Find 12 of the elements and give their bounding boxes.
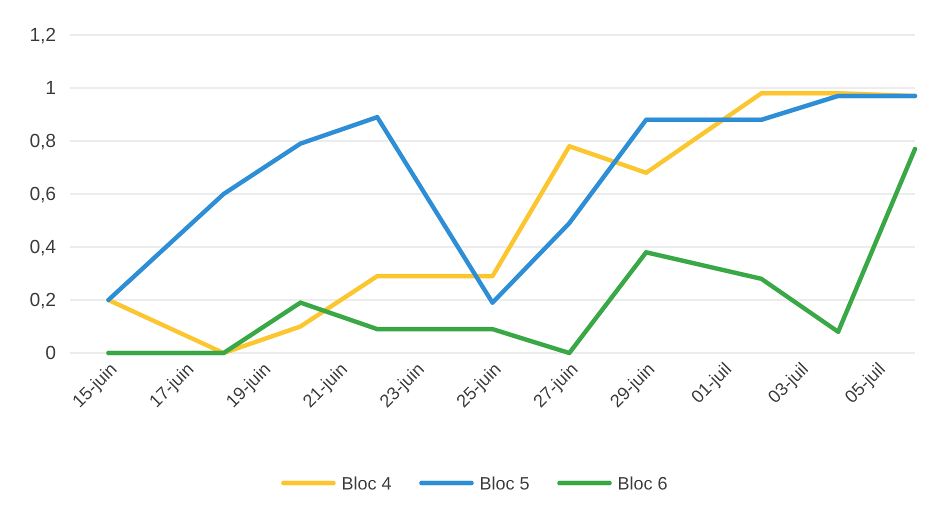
legend-label: Bloc 5 bbox=[479, 473, 530, 494]
y-tick-label: 0,6 bbox=[30, 184, 56, 206]
y-tick-label: 0 bbox=[45, 343, 56, 364]
line-series bbox=[106, 94, 918, 305]
y-tick-label: 0,2 bbox=[30, 290, 56, 312]
y-tick-label: 0,4 bbox=[30, 237, 56, 258]
line-series bbox=[106, 146, 918, 356]
legend-label: Bloc 4 bbox=[341, 473, 392, 494]
y-tick-label: 1,2 bbox=[30, 25, 56, 46]
legend-label: Bloc 6 bbox=[618, 473, 668, 494]
y-tick-label: 1 bbox=[45, 78, 56, 100]
y-tick-label: 0,8 bbox=[30, 131, 56, 152]
